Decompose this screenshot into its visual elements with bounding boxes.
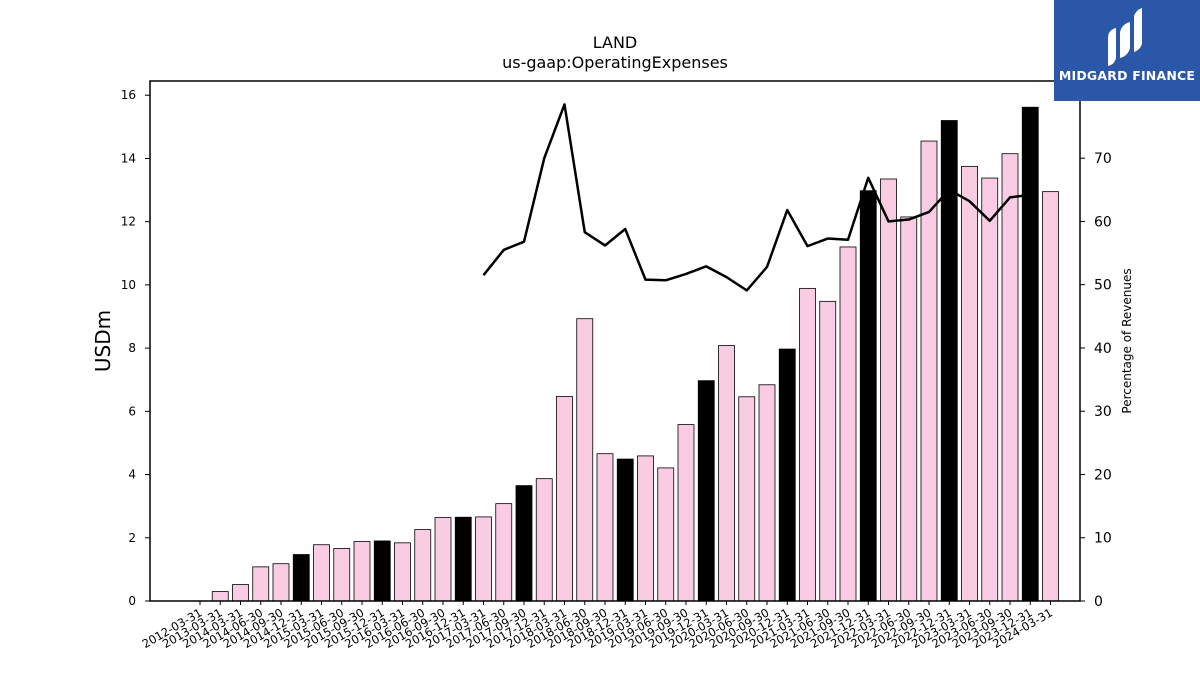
y2-tick-label: 40 (1094, 341, 1112, 357)
bar-2014-09-30 (272, 563, 290, 602)
brand-logo: MIDGARD FINANCE (1054, 0, 1200, 101)
y-tick-label: 0 (128, 594, 136, 608)
bar-2022-06-30 (900, 216, 918, 602)
y2-tick-label: 0 (1094, 594, 1103, 610)
bar-2022-09-30 (920, 140, 938, 602)
bar-2017-03-31 (475, 516, 492, 602)
bar-2015-06-30 (333, 548, 351, 602)
y2-tick-label: 10 (1094, 531, 1112, 547)
y-tick-label: 14 (121, 151, 136, 165)
bar-2016-06-30 (414, 529, 432, 602)
bar-2017-12-31 (535, 478, 553, 602)
midgard-logo-icon (1108, 8, 1142, 66)
y-tick-label: 2 (128, 531, 136, 545)
bar-2022-03-31 (880, 178, 897, 602)
y-tick-label: 12 (121, 215, 136, 229)
bar-2020-06-30 (738, 396, 756, 602)
bar-2023-03-31 (961, 165, 978, 602)
bar-2019-06-30 (657, 467, 675, 602)
bar-2018-12-31 (616, 458, 634, 602)
bar-2016-09-30 (434, 517, 452, 602)
bar-2014-03-31 (232, 584, 249, 602)
bar-2020-09-30 (758, 384, 776, 602)
percentage-line (482, 103, 1031, 292)
y2-tick-label: 50 (1094, 278, 1112, 294)
bar-2018-03-31 (556, 396, 573, 602)
left-axis-ticks: 0 2 4 6 8 10 12 14 16 (121, 88, 150, 608)
y-tick-label: 8 (128, 341, 136, 355)
y2-tick-label: 30 (1094, 404, 1112, 420)
bar-2017-06-30 (495, 503, 513, 602)
bar-2018-06-30 (576, 318, 594, 602)
y2-tick-label: 20 (1094, 467, 1112, 483)
bar-2015-12-31 (373, 540, 391, 602)
bar-2023-06-30 (981, 177, 999, 602)
bar-2015-09-30 (353, 541, 371, 602)
y2-tick-label: 60 (1094, 214, 1112, 230)
bar-2023-12-31 (1021, 106, 1039, 602)
right-axis-ticks: 0 10 20 30 40 50 60 70 (1080, 151, 1112, 610)
bar-2021-12-31 (859, 190, 877, 602)
bar-2016-03-31 (394, 542, 411, 602)
y-tick-label: 4 (128, 468, 136, 482)
y-tick-label: 16 (121, 88, 136, 102)
plot-frame (149, 80, 1081, 602)
y2-tick-label: 70 (1094, 151, 1112, 167)
bar-2024-03-31 (1042, 191, 1059, 602)
logo-text: MIDGARD FINANCE (1058, 68, 1196, 83)
bar-2021-06-30 (819, 300, 837, 602)
line-group (482, 103, 1031, 292)
y-axis-label: USDm (91, 310, 115, 372)
y-tick-label: 10 (121, 278, 136, 292)
bar-2020-12-31 (778, 348, 796, 602)
bar-2021-09-30 (839, 246, 857, 602)
bar-2021-03-31 (799, 287, 816, 602)
x-axis-ticks: 2012-03-312013-03-312014-03-312014-06-30… (140, 601, 1055, 651)
bar-2019-03-31 (637, 455, 654, 602)
bar-2013-03-31 (211, 591, 229, 602)
chart-title: LAND (593, 33, 638, 52)
bar-2019-09-30 (677, 424, 695, 602)
bar-2016-12-31 (454, 516, 472, 602)
right-y-axis-label: Percentage of Revenues (1120, 268, 1134, 413)
bar-2017-09-30 (515, 485, 533, 602)
bar-2023-09-30 (1001, 153, 1019, 602)
bar-2015-03-31 (313, 544, 330, 602)
bar-2014-06-30 (252, 566, 270, 602)
y-tick-label: 6 (128, 404, 136, 418)
bar-2014-12-31 (292, 554, 310, 602)
chart-subtitle: us-gaap:OperatingExpenses (502, 53, 728, 72)
bar-2018-09-30 (596, 453, 614, 602)
bar-2019-12-31 (697, 380, 715, 602)
bar-group (211, 106, 1059, 602)
bar-2020-03-31 (718, 345, 735, 602)
